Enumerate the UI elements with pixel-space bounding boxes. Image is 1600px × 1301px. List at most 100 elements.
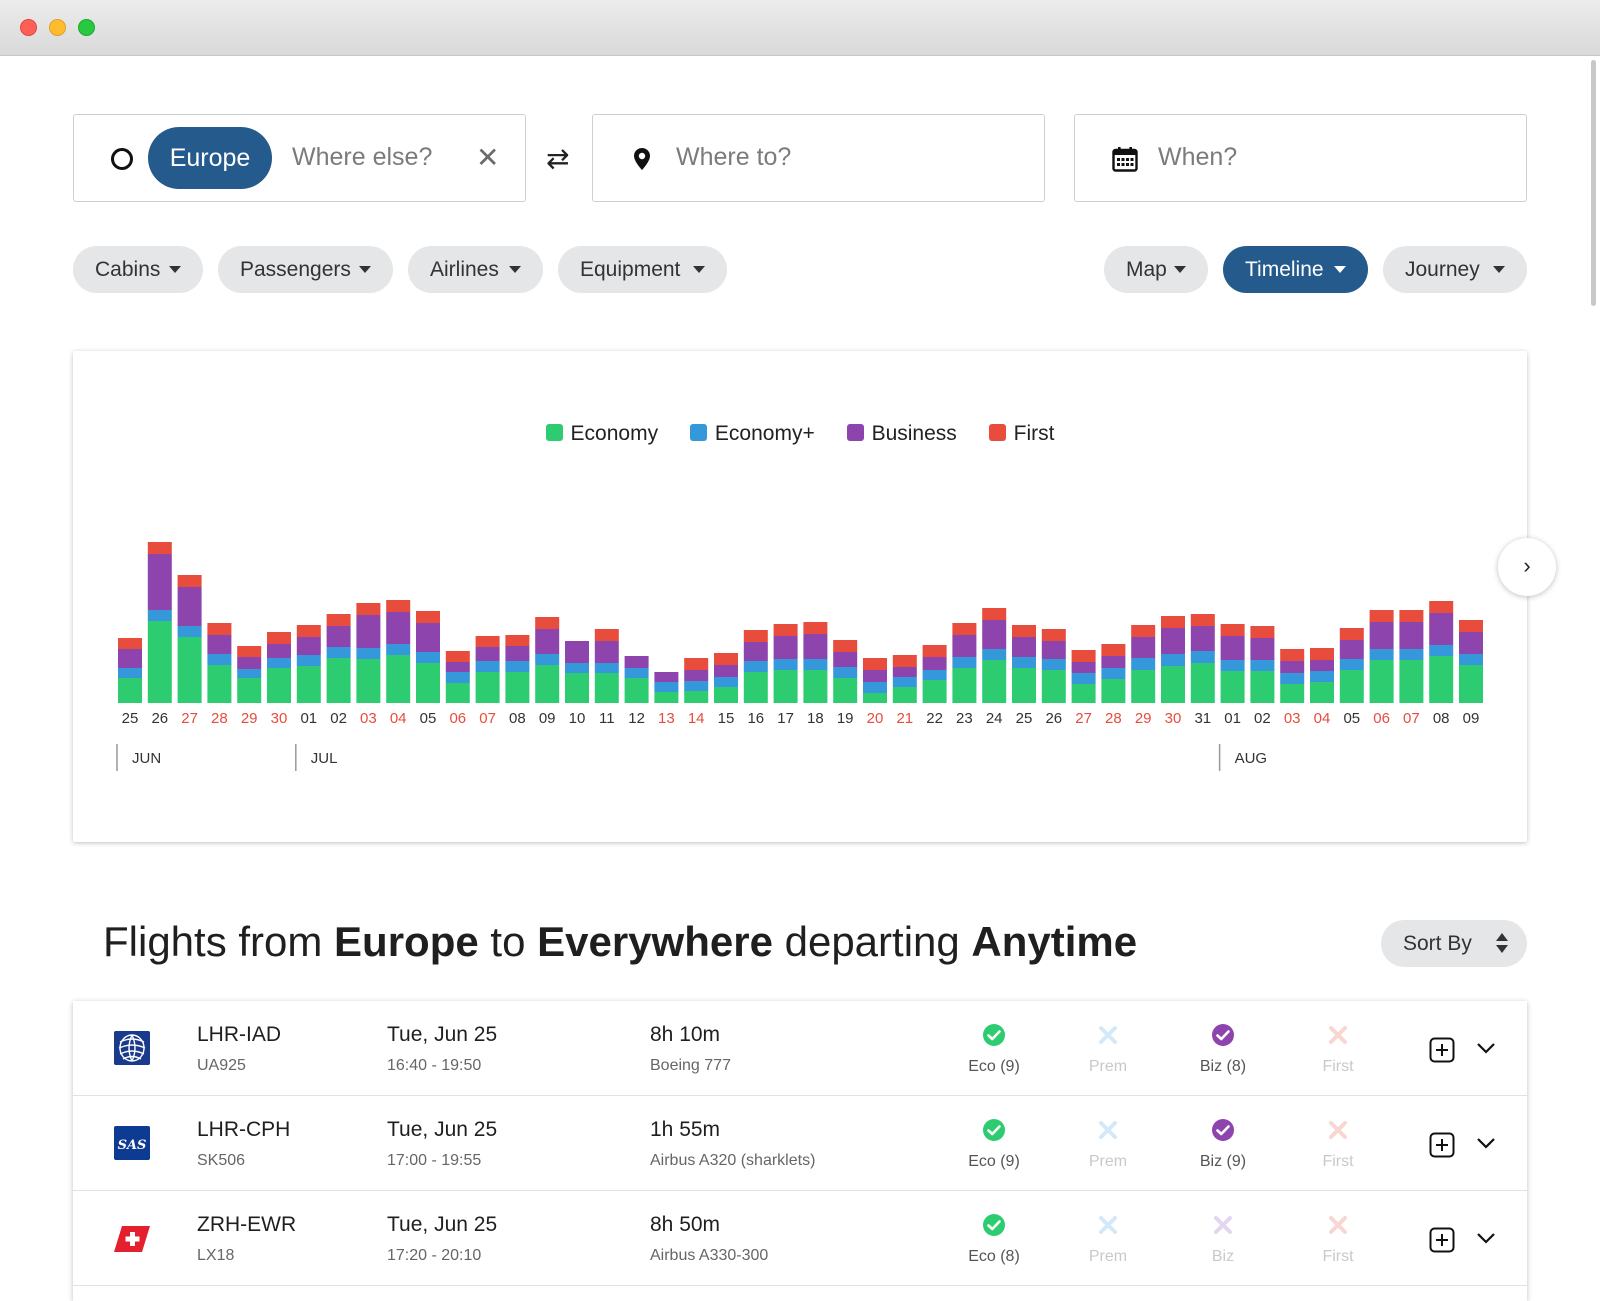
bar-segment-economy-plus[interactable]: [1012, 657, 1036, 668]
bar-segment-first[interactable]: [207, 623, 232, 635]
view-map-dropdown[interactable]: Map: [1104, 246, 1208, 293]
bar-segment-economy-plus[interactable]: [475, 661, 500, 672]
filter-equipment-dropdown[interactable]: Equipment: [558, 246, 727, 293]
bar-segment-business[interactable]: [237, 657, 262, 669]
bar-segment-business[interactable]: [505, 646, 530, 661]
flight-row[interactable]: SAS LHR-CPH SK506 Tue, Jun 25 17:00 - 19…: [73, 1096, 1527, 1191]
bar-segment-economy-plus[interactable]: [177, 626, 202, 637]
bar-segment-economy-plus[interactable]: [1250, 660, 1275, 671]
bar-segment-first[interactable]: [1369, 610, 1394, 622]
bar-segment-economy-plus[interactable]: [654, 682, 679, 692]
bar-segment-economy[interactable]: [1131, 670, 1156, 703]
bar-segment-business[interactable]: [147, 554, 172, 610]
bar-segment-first[interactable]: [445, 651, 470, 662]
bar-segment-economy[interactable]: [1339, 670, 1364, 703]
bar-segment-business[interactable]: [1101, 656, 1126, 668]
view-timeline-dropdown[interactable]: Timeline: [1223, 246, 1368, 293]
bar-segment-business[interactable]: [1459, 632, 1483, 654]
bar-segment-first[interactable]: [892, 655, 917, 667]
destination-field[interactable]: Where to?: [592, 114, 1045, 202]
bar-segment-first[interactable]: [684, 658, 709, 670]
bar-segment-economy-plus[interactable]: [296, 655, 321, 666]
bar-segment-economy[interactable]: [1399, 660, 1424, 703]
bar-segment-business[interactable]: [594, 641, 619, 663]
bar-segment-business[interactable]: [326, 626, 351, 647]
bar-segment-business[interactable]: [863, 670, 887, 682]
bar-segment-economy[interactable]: [296, 666, 321, 703]
bar-segment-economy[interactable]: [1220, 671, 1245, 703]
bar-segment-economy[interactable]: [1280, 684, 1305, 703]
bar-segment-first[interactable]: [386, 600, 411, 612]
bar-segment-economy-plus[interactable]: [803, 659, 828, 670]
bar-segment-business[interactable]: [535, 629, 560, 654]
bar-segment-business[interactable]: [1071, 662, 1096, 673]
chevron-down-icon[interactable]: [1476, 1136, 1496, 1150]
bar-segment-first[interactable]: [1250, 626, 1275, 638]
bar-segment-economy[interactable]: [654, 692, 679, 703]
bar-segment-first[interactable]: [594, 629, 619, 641]
minimize-window-button[interactable]: [49, 19, 66, 36]
bar-segment-economy[interactable]: [863, 693, 887, 703]
bar-segment-economy[interactable]: [594, 673, 619, 703]
bar-segment-business[interactable]: [267, 644, 291, 658]
bar-segment-business[interactable]: [118, 649, 142, 668]
bar-segment-business[interactable]: [922, 657, 947, 670]
bar-segment-business[interactable]: [1161, 628, 1185, 654]
bar-segment-economy[interactable]: [892, 687, 917, 703]
bar-segment-economy[interactable]: [714, 687, 738, 703]
bar-segment-business[interactable]: [207, 635, 232, 654]
bar-segment-business[interactable]: [714, 665, 738, 677]
bar-segment-economy-plus[interactable]: [1280, 673, 1305, 684]
bar-segment-first[interactable]: [1399, 610, 1424, 622]
bar-segment-economy[interactable]: [267, 668, 291, 703]
bar-segment-economy-plus[interactable]: [1071, 673, 1096, 684]
origin-chip[interactable]: Europe: [148, 127, 272, 189]
bar-segment-economy-plus[interactable]: [326, 647, 351, 658]
flight-row[interactable]: ZRH-EWR LX18 Tue, Jun 25 17:20 - 20:10 8…: [73, 1191, 1527, 1286]
bar-segment-economy-plus[interactable]: [624, 668, 649, 678]
bar-segment-first[interactable]: [803, 622, 828, 634]
bar-segment-first[interactable]: [535, 617, 560, 629]
bar-segment-first[interactable]: [1041, 629, 1066, 641]
bar-segment-first[interactable]: [863, 658, 887, 670]
bar-segment-economy[interactable]: [684, 691, 709, 703]
bar-segment-first[interactable]: [1101, 644, 1126, 656]
bar-segment-economy-plus[interactable]: [1459, 654, 1483, 665]
add-box-icon[interactable]: [1429, 1132, 1455, 1158]
bar-segment-business[interactable]: [1399, 622, 1424, 649]
bar-segment-economy[interactable]: [1310, 682, 1334, 703]
bar-segment-economy[interactable]: [624, 678, 649, 703]
bar-segment-economy[interactable]: [743, 672, 768, 703]
bar-segment-business[interactable]: [982, 620, 1007, 649]
bar-segment-economy[interactable]: [326, 658, 351, 703]
bar-segment-economy-plus[interactable]: [1220, 660, 1245, 671]
bar-segment-economy-plus[interactable]: [952, 657, 977, 668]
legend-item-economy[interactable]: Economy: [545, 422, 658, 446]
bar-segment-first[interactable]: [356, 603, 381, 615]
bar-segment-economy[interactable]: [1161, 666, 1185, 703]
legend-item-business[interactable]: Business: [846, 422, 957, 446]
bar-segment-business[interactable]: [654, 672, 679, 682]
bar-segment-economy-plus[interactable]: [565, 663, 589, 673]
bar-segment-business[interactable]: [1012, 637, 1036, 657]
bar-segment-business[interactable]: [833, 652, 858, 667]
bar-segment-first[interactable]: [147, 542, 172, 554]
bar-segment-first[interactable]: [1161, 616, 1185, 628]
bar-segment-economy[interactable]: [118, 678, 142, 703]
sort-by-button[interactable]: Sort By: [1381, 920, 1527, 967]
bar-segment-economy-plus[interactable]: [535, 654, 560, 665]
bar-segment-economy-plus[interactable]: [445, 672, 470, 683]
bar-segment-business[interactable]: [1369, 622, 1394, 649]
bar-segment-first[interactable]: [773, 624, 798, 636]
bar-segment-economy[interactable]: [445, 683, 470, 703]
bar-segment-economy[interactable]: [952, 668, 977, 703]
bar-segment-first[interactable]: [118, 638, 142, 649]
bar-segment-business[interactable]: [1131, 637, 1156, 658]
add-box-icon[interactable]: [1429, 1037, 1455, 1063]
bar-segment-economy-plus[interactable]: [982, 649, 1007, 660]
bar-segment-first[interactable]: [177, 575, 202, 587]
bar-segment-economy[interactable]: [922, 680, 947, 703]
bar-segment-economy[interactable]: [356, 659, 381, 703]
destination-input-placeholder[interactable]: Where to?: [676, 143, 792, 171]
add-box-icon[interactable]: [1429, 1227, 1455, 1253]
